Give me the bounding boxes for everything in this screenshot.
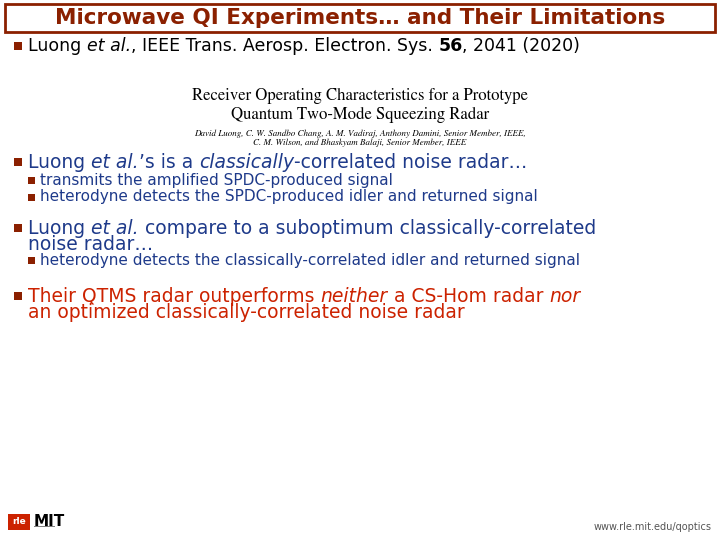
Text: an optimized classically-correlated noise radar: an optimized classically-correlated nois…	[28, 303, 464, 322]
Text: David Luong, C. W. Sandbo Chang, A. M. Vadiraj, Anthony Damini, Senior Member, I: David Luong, C. W. Sandbo Chang, A. M. V…	[194, 130, 526, 138]
Bar	[8, 514, 30, 530]
Bar	[28, 177, 35, 184]
Text: ’s is a: ’s is a	[139, 152, 199, 172]
Text: 56: 56	[438, 37, 462, 55]
Text: et al.: et al.	[91, 152, 139, 172]
Text: Quantum Two-Mode Squeezing Radar: Quantum Two-Mode Squeezing Radar	[231, 107, 489, 123]
Text: ―――: ―――	[34, 523, 55, 529]
Text: heterodyne detects the classically-correlated idler and returned signal: heterodyne detects the classically-corre…	[40, 253, 580, 267]
Text: rle: rle	[12, 517, 26, 526]
Text: et al.: et al.	[86, 37, 131, 55]
Text: compare to a suboptimum classically-correlated: compare to a suboptimum classically-corr…	[139, 219, 596, 238]
Text: www.rle.mit.edu/qoptics: www.rle.mit.edu/qoptics	[594, 522, 712, 532]
Bar	[14, 42, 22, 50]
Bar	[5, 4, 715, 32]
Text: Receiver Operating Characteristics for a Prototype: Receiver Operating Characteristics for a…	[192, 88, 528, 104]
Text: C. M. Wilson, and Bhaskyam Balaji, Senior Member, IEEE: C. M. Wilson, and Bhaskyam Balaji, Senio…	[253, 139, 467, 147]
Text: transmits the amplified SPDC-produced signal: transmits the amplified SPDC-produced si…	[40, 172, 393, 187]
Bar	[14, 292, 22, 300]
Text: Microwave QI Experiments… and Their Limitations: Microwave QI Experiments… and Their Limi…	[55, 8, 665, 28]
Text: -correlated noise radar…: -correlated noise radar…	[294, 152, 527, 172]
Text: noise radar…: noise radar…	[28, 235, 153, 254]
Bar	[28, 194, 35, 201]
Bar	[14, 158, 22, 166]
Text: , 2041 (2020): , 2041 (2020)	[462, 37, 580, 55]
Text: classically: classically	[199, 152, 294, 172]
Text: Luong: Luong	[28, 37, 86, 55]
Text: MIT: MIT	[34, 515, 66, 530]
Text: nor: nor	[549, 287, 580, 306]
Text: Luong: Luong	[28, 152, 91, 172]
Text: , IEEE Trans. Aerosp. Electron. Sys.: , IEEE Trans. Aerosp. Electron. Sys.	[131, 37, 438, 55]
Text: Luong: Luong	[28, 219, 91, 238]
Text: Their QTMS radar outperforms: Their QTMS radar outperforms	[28, 287, 320, 306]
Text: a CS-Hom radar: a CS-Hom radar	[387, 287, 549, 306]
Text: neither: neither	[320, 287, 387, 306]
Text: et al.: et al.	[91, 219, 139, 238]
Bar	[14, 224, 22, 232]
Text: heterodyne detects the SPDC-produced idler and returned signal: heterodyne detects the SPDC-produced idl…	[40, 190, 538, 205]
Bar	[28, 257, 35, 264]
